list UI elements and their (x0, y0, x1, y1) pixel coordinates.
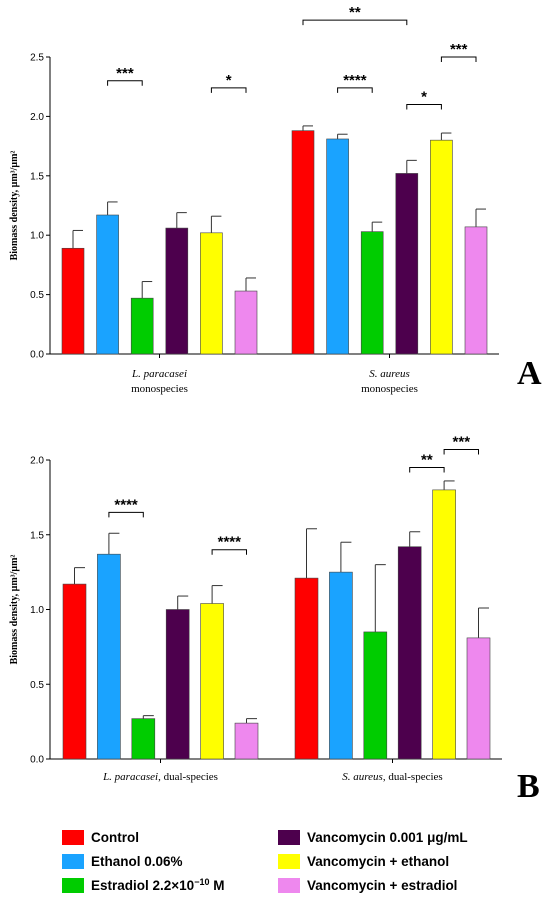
significance-label: **** (114, 496, 138, 513)
legend-item: Control (62, 830, 139, 845)
bar (466, 637, 491, 760)
category-label-line2: monospecies (361, 383, 418, 395)
legend-label: Estradiol 2.2×10−10 M (91, 877, 224, 893)
y-tick-label: 0.0 (30, 755, 44, 766)
y-tick-label: 1.5 (30, 171, 44, 182)
legend-label: Control (91, 830, 139, 845)
legend-item: Vancomycin + ethanol (278, 854, 449, 869)
bar (234, 722, 259, 760)
significance-bracket (107, 80, 143, 86)
bar (395, 173, 419, 355)
y-tick-label: 0.5 (30, 290, 44, 301)
significance-bracket (406, 104, 442, 110)
category-label-line2: monospecies (131, 383, 188, 395)
legend-item: Vancomycin + estradiol (278, 878, 457, 893)
legend: Control Ethanol 0.06% Estradiol 2.2×10−10 … (62, 830, 468, 893)
category-label: L. paracasei (131, 368, 187, 380)
significance-label: **** (218, 534, 242, 551)
significance-label: ** (349, 4, 361, 21)
panel-label-b: B (517, 768, 540, 805)
bar (200, 232, 223, 355)
bar (130, 297, 154, 355)
y-tick-label: 2.5 (30, 53, 44, 64)
legend-label: Vancomycin 0.001 μg/mL (307, 830, 468, 845)
bar (165, 609, 190, 760)
legend-swatch (62, 854, 84, 869)
legend-swatch (278, 878, 300, 893)
bar (96, 214, 119, 355)
legend-item: Ethanol 0.06% (62, 854, 183, 869)
bar (360, 231, 384, 355)
panel-label-a: A (517, 355, 542, 392)
legend-swatch (62, 830, 84, 845)
significance-bracket (443, 449, 479, 455)
legend-item: Vancomycin 0.001 μg/mL (278, 830, 468, 845)
significance-bracket (302, 19, 408, 26)
significance-label: **** (343, 72, 367, 89)
y-tick-label: 1.5 (30, 530, 44, 541)
legend-item: Estradiol 2.2×10−10 M (62, 877, 224, 893)
y-tick-label: 2.0 (30, 456, 44, 467)
significance-bracket (210, 87, 247, 93)
significance-label: * (226, 72, 232, 89)
chart-panel-b: 0.0 0.5 1.0 1.5 2.0 Biomass density, μm³/μm² L… (9, 434, 540, 805)
significance-bracket (409, 466, 445, 473)
bar (97, 553, 121, 760)
chart-panel-a: 0.0 0.5 1.0 1.5 2.0 2.5 Biomass density, μm³/μ… (9, 4, 542, 395)
bar (326, 138, 349, 355)
bar (61, 247, 85, 355)
bar (294, 577, 319, 760)
significance-bracket (211, 549, 247, 555)
legend-swatch (278, 854, 300, 869)
significance-label: *** (450, 41, 468, 58)
legend-label: Ethanol 0.06% (91, 854, 183, 869)
bar (397, 546, 422, 760)
significance-bracket (108, 511, 144, 518)
category-label: L. paracasei, dual-species (102, 771, 218, 783)
legend-label: Vancomycin + ethanol (307, 854, 449, 869)
legend-label: Vancomycin + estradiol (307, 878, 457, 893)
y-tick-label: 1.0 (30, 231, 44, 242)
y-axis-label: Biomass density, μm³/μm² (9, 151, 20, 261)
bar (165, 227, 189, 355)
legend-swatch (62, 878, 84, 893)
significance-label: ** (421, 451, 433, 468)
bar (234, 290, 258, 355)
significance-label: *** (116, 65, 134, 82)
bar (363, 631, 388, 760)
bar (62, 583, 87, 760)
significance-label: *** (453, 434, 471, 451)
bar (329, 571, 353, 760)
y-axis-label: Biomass density, μm³/μm² (9, 555, 20, 665)
bar (131, 718, 156, 760)
bar (432, 489, 456, 760)
significance-bracket (337, 87, 373, 93)
bar (291, 130, 315, 355)
legend-swatch (278, 830, 300, 845)
bar (430, 139, 453, 355)
y-tick-label: 0.0 (30, 350, 44, 361)
y-tick-label: 1.0 (30, 605, 44, 616)
bar (464, 226, 488, 355)
y-tick-label: 0.5 (30, 680, 44, 691)
y-tick-label: 2.0 (30, 112, 44, 123)
bar (200, 603, 224, 760)
category-label: S. aureus, dual-species (342, 771, 442, 783)
significance-label: * (421, 89, 427, 106)
category-label: S. aureus (369, 368, 410, 380)
significance-bracket (440, 56, 477, 62)
